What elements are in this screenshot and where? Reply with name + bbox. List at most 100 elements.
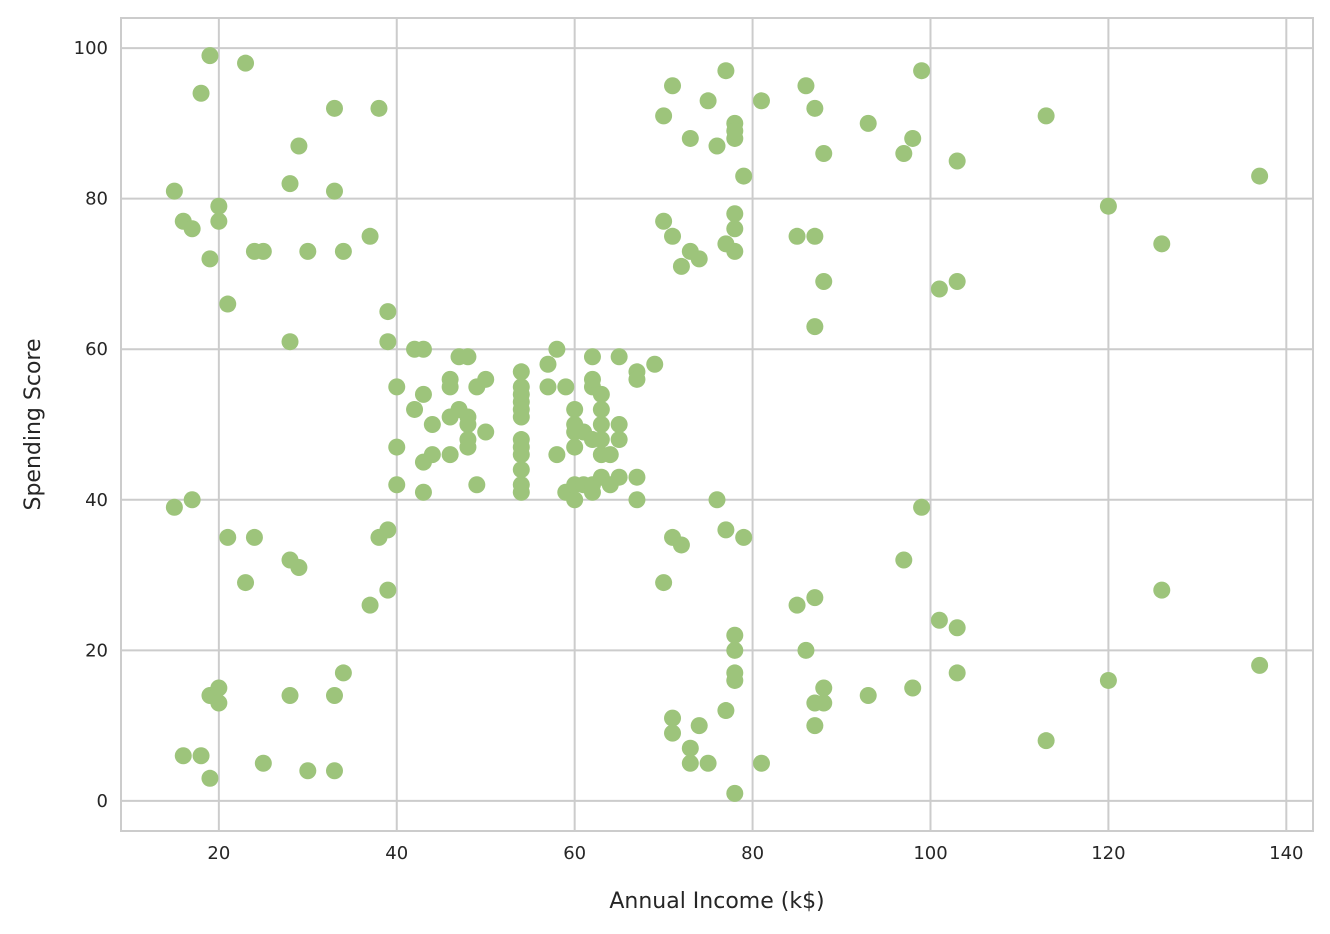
data-point: [512, 461, 530, 479]
data-point: [1153, 581, 1171, 599]
data-point: [254, 242, 272, 260]
data-point: [379, 581, 397, 599]
data-point: [699, 754, 717, 772]
data-point: [601, 446, 619, 464]
data-point: [379, 303, 397, 321]
data-point: [237, 54, 255, 72]
data-point: [717, 521, 735, 539]
data-point: [717, 62, 735, 80]
data-point: [655, 574, 673, 592]
data-point: [539, 378, 557, 396]
data-point: [334, 242, 352, 260]
data-point: [219, 528, 237, 546]
data-point: [726, 220, 744, 238]
data-point: [245, 528, 263, 546]
data-point: [423, 416, 441, 433]
data-point: [592, 431, 610, 449]
data-point: [219, 295, 237, 313]
plot-frame: [120, 17, 1314, 832]
data-point: [726, 242, 744, 260]
x-tick-label: 100: [913, 843, 947, 864]
x-tick-label: 80: [741, 843, 764, 864]
data-point: [735, 167, 753, 185]
data-point: [948, 152, 966, 170]
data-point: [788, 227, 806, 245]
data-point: [192, 747, 210, 765]
data-point: [815, 679, 833, 697]
data-point: [210, 694, 228, 712]
data-point: [512, 363, 530, 381]
data-point: [459, 416, 477, 433]
data-point: [672, 257, 690, 275]
data-point: [165, 498, 183, 516]
data-point: [610, 416, 628, 433]
data-point: [752, 754, 770, 772]
data-point: [370, 99, 388, 117]
data-point: [797, 641, 815, 659]
data-point: [1037, 107, 1055, 125]
grid: [121, 18, 1313, 831]
data-point: [325, 182, 343, 200]
data-point: [557, 378, 575, 396]
data-point: [806, 717, 824, 735]
data-point: [1251, 656, 1269, 674]
data-point: [566, 491, 584, 509]
data-point: [699, 92, 717, 110]
y-axis-label: Spending Score: [21, 338, 46, 510]
data-point: [628, 370, 646, 388]
data-point: [459, 348, 477, 366]
data-point: [325, 687, 343, 704]
data-point: [664, 709, 682, 727]
y-tick-labels: 0 20 40 60 80 100: [74, 38, 108, 812]
y-tick-label: 60: [85, 339, 108, 360]
data-point: [895, 551, 913, 569]
data-point: [414, 385, 432, 403]
data-point: [646, 355, 664, 373]
data-point: [583, 370, 601, 388]
data-point: [904, 679, 922, 697]
data-point: [610, 348, 628, 366]
data-point: [610, 468, 628, 486]
data-point: [379, 521, 397, 539]
data-point: [726, 205, 744, 223]
data-point: [201, 769, 219, 787]
data-point: [299, 242, 317, 260]
data-point: [388, 438, 406, 456]
data-point: [904, 129, 922, 147]
data-point: [708, 491, 726, 509]
data-point: [806, 99, 824, 117]
data-point: [681, 754, 699, 772]
data-point: [299, 762, 317, 780]
data-point: [628, 491, 646, 509]
data-point: [664, 724, 682, 742]
data-point: [592, 416, 610, 433]
data-point: [210, 197, 228, 215]
data-point: [726, 671, 744, 689]
y-tick-label: 0: [97, 791, 108, 812]
data-point: [379, 333, 397, 351]
data-point: [930, 280, 948, 298]
data-point: [539, 355, 557, 373]
data-point: [948, 272, 966, 290]
data-point: [512, 408, 530, 426]
data-point: [681, 129, 699, 147]
data-point: [468, 476, 486, 494]
data-point: [201, 47, 219, 65]
data-point: [1037, 732, 1055, 750]
x-tick-label: 20: [207, 843, 230, 864]
data-point: [334, 664, 352, 682]
data-point: [210, 679, 228, 697]
data-point: [664, 227, 682, 245]
data-point: [201, 250, 219, 268]
data-point: [930, 611, 948, 629]
data-point: [664, 77, 682, 95]
data-point: [592, 400, 610, 418]
data-point: [788, 596, 806, 614]
data-point: [1099, 197, 1117, 215]
data-point: [610, 431, 628, 449]
data-point: [388, 378, 406, 396]
data-point: [913, 62, 931, 80]
data-point: [566, 400, 584, 418]
data-point: [717, 702, 735, 720]
